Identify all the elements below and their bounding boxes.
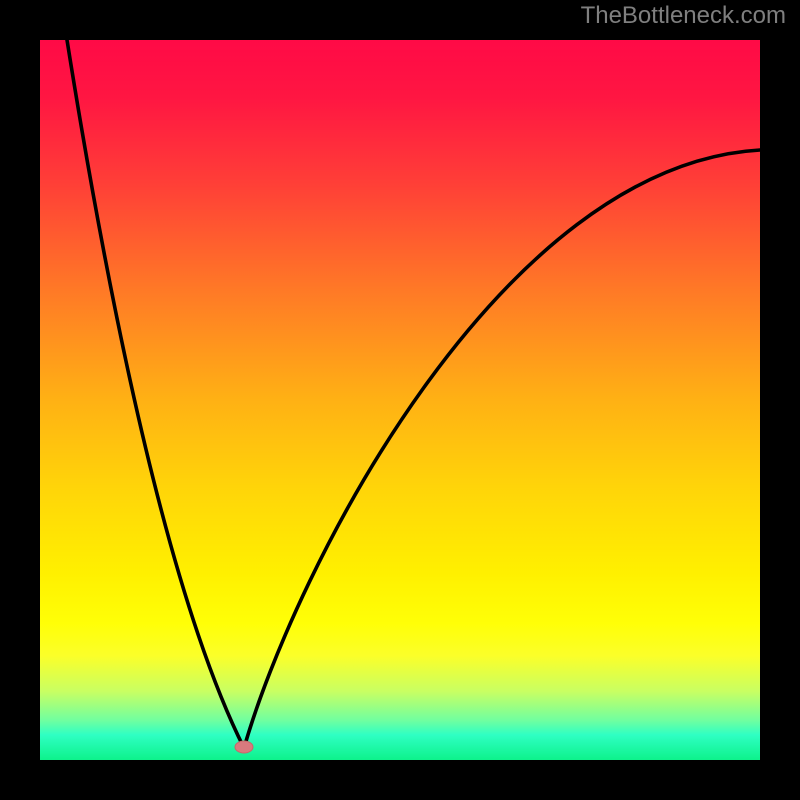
optimal-point-marker bbox=[235, 741, 253, 753]
bottleneck-chart-svg bbox=[0, 0, 800, 800]
chart-container: TheBottleneck.com bbox=[0, 0, 800, 800]
gradient-background bbox=[40, 40, 760, 760]
watermark-text: TheBottleneck.com bbox=[581, 2, 786, 30]
